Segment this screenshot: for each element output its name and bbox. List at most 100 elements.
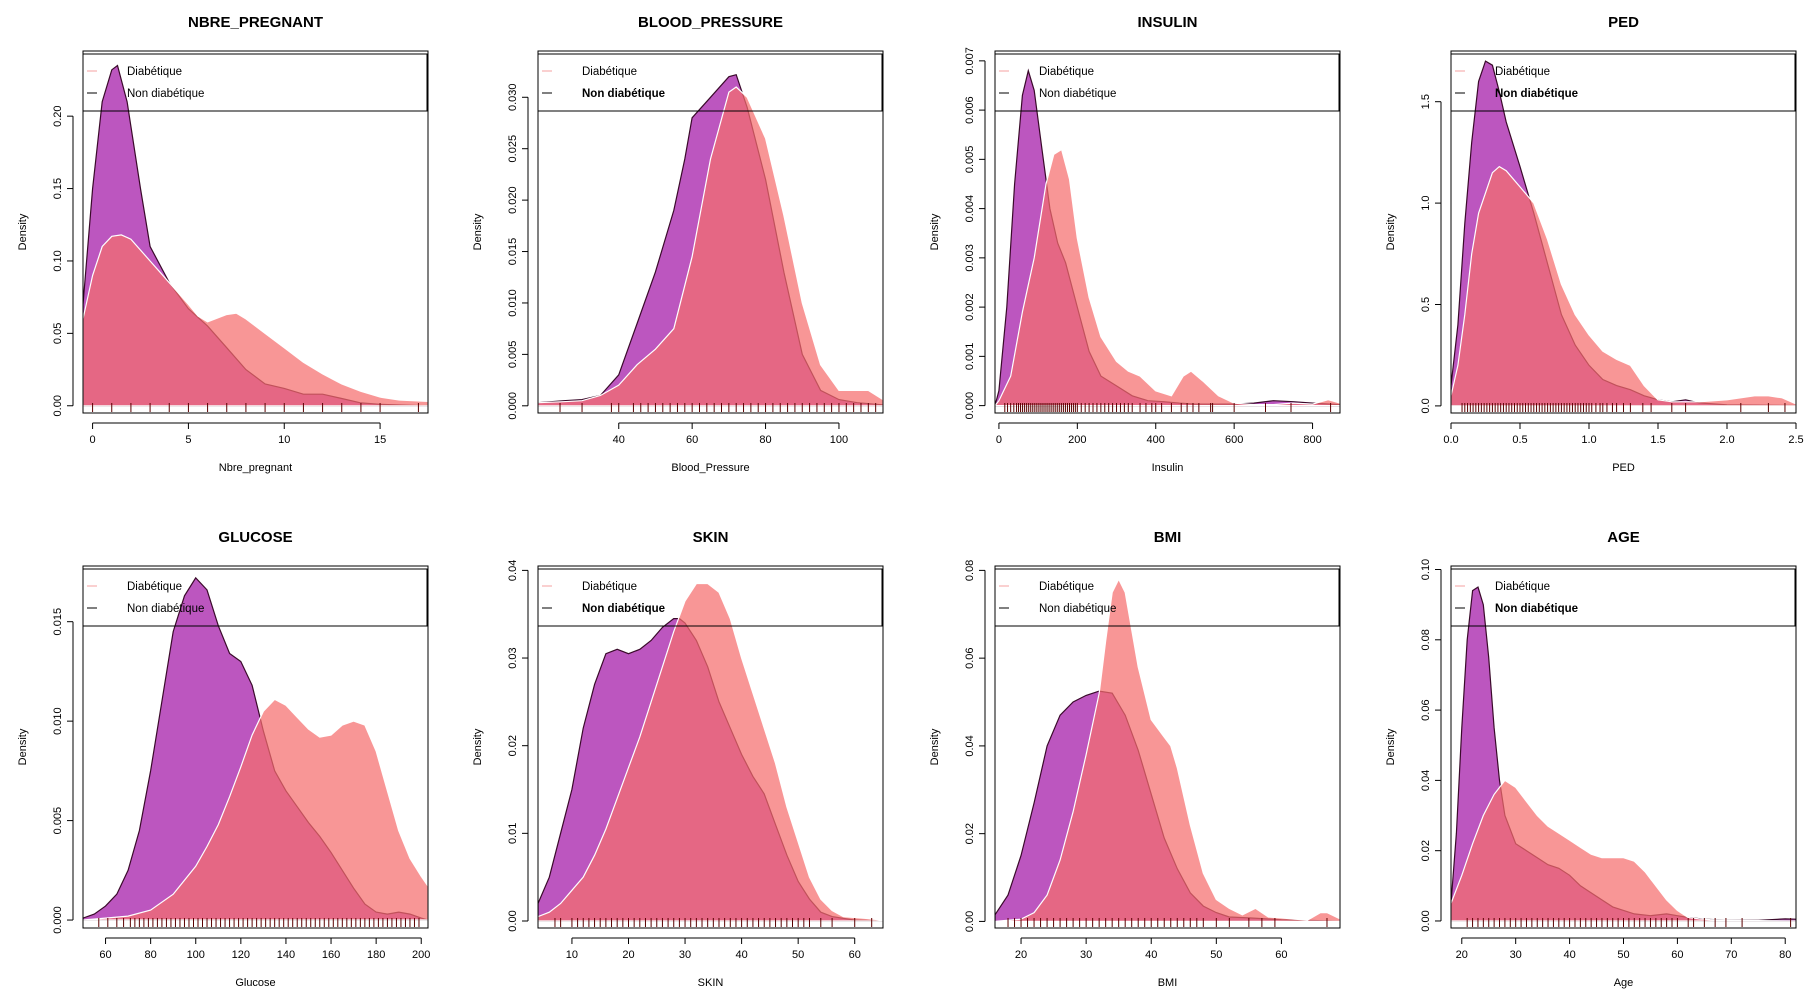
plot-area <box>83 576 428 921</box>
legend-box <box>1450 568 1796 627</box>
legend-entry: Diabétique <box>127 581 182 593</box>
x-axis-label: Age <box>1614 977 1634 989</box>
y-tick-label: 1.5 <box>1420 94 1432 109</box>
panel-ped: PED Diabétique Non diabétique 0.0 0.5 1.0 1.5 2… <box>1385 14 1804 474</box>
x-tick-label: 80 <box>1779 949 1791 961</box>
y-tick-label: 0.00 <box>52 395 64 416</box>
y-tick-label: 0.20 <box>52 105 64 126</box>
x-tick-label: 40 <box>735 949 747 961</box>
y-axis-label: Density <box>472 728 484 765</box>
y-tick-label: 0.005 <box>52 807 64 835</box>
panel-nbre-pregnant: NBRE_PREGNANT Diabétique Non diabétique 0 5 1… <box>17 14 429 474</box>
legend-entry: Non diabétique <box>127 603 204 615</box>
y-tick-label: 0.010 <box>507 289 519 317</box>
x-tick-label: 120 <box>232 949 250 961</box>
density-area-diabetique <box>1451 779 1796 922</box>
y-tick-label: 0.10 <box>52 250 64 271</box>
y-tick-label: 0.06 <box>964 647 976 668</box>
legend-entry: Non diabétique <box>1039 603 1116 615</box>
y-tick-label: 1.0 <box>1420 195 1432 210</box>
x-tick-label: 50 <box>1617 949 1629 961</box>
y-tick-label: 0.00 <box>507 910 519 931</box>
y-tick-label: 0.001 <box>964 343 976 371</box>
panel-title: BLOOD_PRESSURE <box>638 14 783 31</box>
panel-title: PED <box>1608 14 1639 31</box>
x-tick-label: 0.5 <box>1512 434 1527 446</box>
x-tick-label: 2.0 <box>1719 434 1734 446</box>
y-tick-label: 0.004 <box>964 195 976 223</box>
y-tick-label: 0.000 <box>964 392 976 420</box>
legend-entry: Non diabétique <box>1039 88 1116 100</box>
plot-area <box>538 73 883 407</box>
y-tick-label: 0.025 <box>507 135 519 163</box>
legend-box <box>1450 53 1796 112</box>
plot-frame <box>1450 565 1797 929</box>
panel-skin: SKIN Diabétique Non diabétique 10 20 30 40 50 60… <box>472 529 884 989</box>
legend-entry: Non diabétique <box>1495 603 1578 615</box>
y-tick-label: 0.015 <box>507 238 519 266</box>
x-tick-label: 40 <box>613 434 625 446</box>
x-axis-label: BMI <box>1158 977 1178 989</box>
x-tick-label: 40 <box>1563 949 1575 961</box>
legend-entry: Non diabétique <box>1495 88 1578 100</box>
density-area-diabetique <box>995 148 1340 407</box>
x-tick-label: 160 <box>322 949 340 961</box>
plot-frame <box>82 565 429 929</box>
x-tick-label: 40 <box>1145 949 1157 961</box>
y-tick-label: 0.10 <box>1420 559 1432 580</box>
y-tick-label: 0.005 <box>964 146 976 174</box>
rug <box>1004 403 1332 412</box>
x-tick-label: 600 <box>1225 434 1243 446</box>
x-tick-label: 0 <box>996 434 1002 446</box>
y-tick-label: 0.006 <box>964 96 976 124</box>
x-tick-label: 70 <box>1725 949 1737 961</box>
y-tick-label: 0.15 <box>52 178 64 199</box>
x-axis-label: Glucose <box>235 977 275 989</box>
y-tick-label: 0.010 <box>52 707 64 735</box>
y-tick-label: 0.06 <box>1420 699 1432 720</box>
x-tick-label: 1.5 <box>1650 434 1665 446</box>
x-tick-label: 30 <box>1080 949 1092 961</box>
x-axis-label: SKIN <box>698 977 724 989</box>
y-tick-label: 0.02 <box>1420 840 1432 861</box>
y-tick-label: 0.04 <box>964 735 976 756</box>
x-tick-label: 10 <box>278 434 290 446</box>
legend-entry: Diabétique <box>1495 66 1550 78</box>
y-tick-label: 0.00 <box>964 911 976 932</box>
plot-frame <box>994 565 1341 929</box>
x-tick-label: 20 <box>1015 949 1027 961</box>
x-tick-label: 200 <box>412 949 430 961</box>
x-tick-label: 30 <box>1510 949 1522 961</box>
legend-entry: Diabétique <box>1495 581 1550 593</box>
y-tick-label: 0.02 <box>964 823 976 844</box>
x-axis-label: Insulin <box>1152 462 1184 474</box>
x-axis-label: Nbre_pregnant <box>219 462 292 474</box>
x-tick-label: 2.5 <box>1788 434 1803 446</box>
y-tick-label: 0.030 <box>507 84 519 112</box>
x-axis-label: Blood_Pressure <box>671 462 749 474</box>
x-tick-label: 0 <box>90 434 96 446</box>
legend-box <box>82 568 428 627</box>
y-tick-label: 0.02 <box>507 735 519 756</box>
panel-title: INSULIN <box>1138 14 1198 31</box>
plot-frame <box>82 50 429 414</box>
y-tick-label: 0.020 <box>507 186 519 214</box>
panel-title: SKIN <box>693 529 729 546</box>
panel-title: BMI <box>1154 529 1182 546</box>
x-tick-label: 0.0 <box>1443 434 1458 446</box>
x-tick-label: 60 <box>99 949 111 961</box>
x-tick-label: 60 <box>1671 949 1683 961</box>
y-tick-label: 0.05 <box>52 323 64 344</box>
y-tick-label: 0.000 <box>507 392 519 420</box>
y-tick-label: 0.03 <box>507 647 519 668</box>
x-tick-label: 10 <box>566 949 578 961</box>
y-tick-label: 0.00 <box>1420 910 1432 931</box>
density-area-diabetique <box>83 698 428 921</box>
plot-area <box>1451 586 1796 922</box>
legend-entry: Non diabétique <box>582 88 665 100</box>
plot-frame <box>537 565 884 929</box>
x-tick-label: 180 <box>367 949 385 961</box>
density-area-diabetique <box>538 86 883 407</box>
plot-frame <box>994 50 1341 414</box>
legend-entry: Non diabétique <box>127 88 204 100</box>
